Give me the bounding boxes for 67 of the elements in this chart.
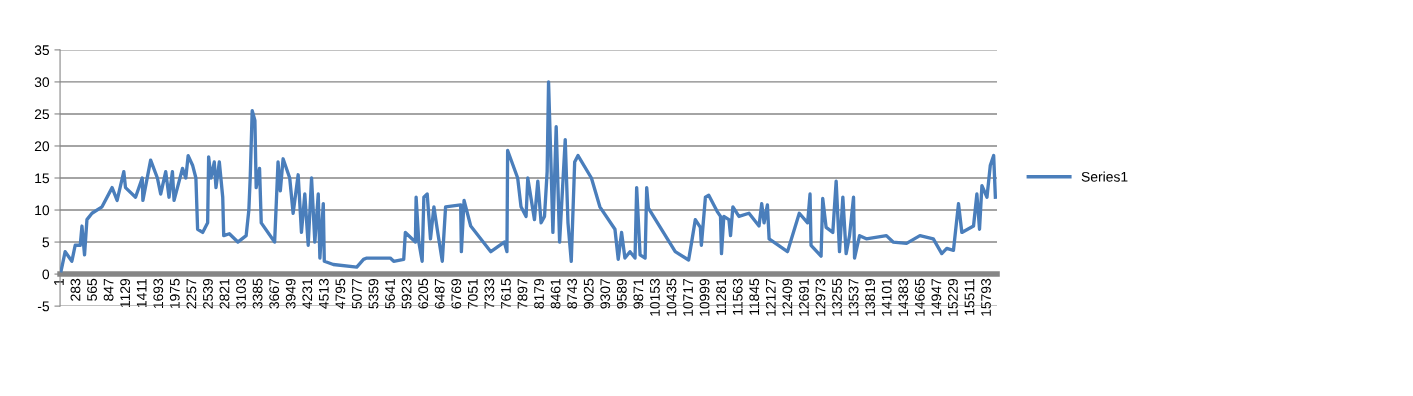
x-tick-label: 3385: [252, 278, 263, 309]
x-tick-label: 565: [87, 278, 97, 301]
x-tick-label: 283: [70, 278, 81, 301]
x-tick-label: 9025: [583, 278, 594, 309]
x-tick-label: 1693: [153, 278, 164, 309]
x-tick-label: 6769: [451, 278, 462, 309]
x-tick-label: 11563: [732, 278, 743, 315]
x-tick-label: 14383: [898, 278, 909, 316]
x-tick-label: 11845: [749, 278, 760, 315]
x-tick-label: 4513: [318, 278, 329, 309]
y-tick-label: -5: [37, 301, 50, 312]
x-tick-label: 12973: [815, 278, 826, 316]
x-tick-label: 847: [103, 278, 114, 301]
x-tick-label: 12691: [798, 278, 809, 316]
x-tick-label: 10435: [666, 278, 677, 316]
x-tick-label: 8179: [534, 278, 544, 309]
x-tick-label: 14947: [931, 278, 942, 316]
x-tick-label: 3103: [236, 278, 246, 309]
x-tick-label: 8461: [550, 278, 561, 309]
x-tick-label: 4795: [335, 278, 346, 309]
x-tick-label: 11281: [716, 278, 727, 315]
x-tick-label: 14101: [881, 278, 892, 316]
x-tick-label: 9871: [633, 278, 644, 309]
x-tick-label: 15229: [947, 278, 958, 316]
x-tick-label: 13537: [848, 278, 859, 316]
legend-label: Series1: [1081, 171, 1128, 182]
x-tick-label: 3949: [285, 278, 296, 309]
x-tick-label: 7615: [501, 278, 511, 309]
x-tick-label: 9589: [616, 278, 627, 309]
y-tick-label: 30: [34, 77, 50, 88]
x-tick-label: 1411: [136, 278, 147, 308]
x-tick-label: 15511: [964, 278, 975, 315]
y-tick-label: 20: [34, 141, 50, 152]
x-tick-label: 6205: [418, 278, 429, 309]
x-tick-label: 1975: [169, 278, 180, 309]
x-tick-label: 13255: [832, 278, 842, 316]
x-tick-label: 8743: [567, 278, 578, 309]
x-tick-label: 4231: [302, 278, 313, 309]
x-tick-label: 5641: [385, 278, 395, 309]
x-tick-label: 1: [54, 278, 64, 285]
x-tick-label: 7333: [484, 278, 495, 309]
x-tick-label: 3667: [269, 278, 280, 309]
x-tick-label: 7897: [517, 278, 528, 309]
x-tick-label: 5077: [352, 278, 362, 309]
y-tick-label: 25: [34, 109, 50, 120]
x-tick-label: 7051: [467, 278, 478, 309]
x-tick-label: 12127: [765, 278, 776, 316]
x-tick-label: 2821: [219, 278, 230, 309]
y-tick-label: 35: [34, 45, 50, 56]
y-tick-label: 10: [35, 205, 50, 216]
x-tick-label: 6487: [434, 278, 445, 309]
x-tick-label: 15793: [981, 278, 991, 316]
x-tick-label: 5359: [368, 278, 379, 309]
y-tick-label: 0: [42, 269, 50, 280]
x-tick-label: 9307: [600, 278, 611, 309]
y-tick-label: 5: [42, 237, 50, 248]
x-tick-label: 14665: [914, 278, 925, 316]
x-tick-label: 13819: [865, 278, 876, 316]
x-tick-label: 10153: [650, 278, 660, 316]
x-tick-label: 10999: [699, 278, 710, 316]
y-tick-label: 15: [35, 173, 50, 184]
x-tick-label: 1129: [120, 278, 131, 308]
x-tick-label: 12409: [782, 278, 793, 316]
x-tick-label: 10717: [683, 278, 693, 316]
x-tick-label: 2257: [186, 278, 197, 309]
x-tick-label: 5923: [401, 278, 412, 309]
x-tick-label: 2539: [203, 278, 213, 309]
